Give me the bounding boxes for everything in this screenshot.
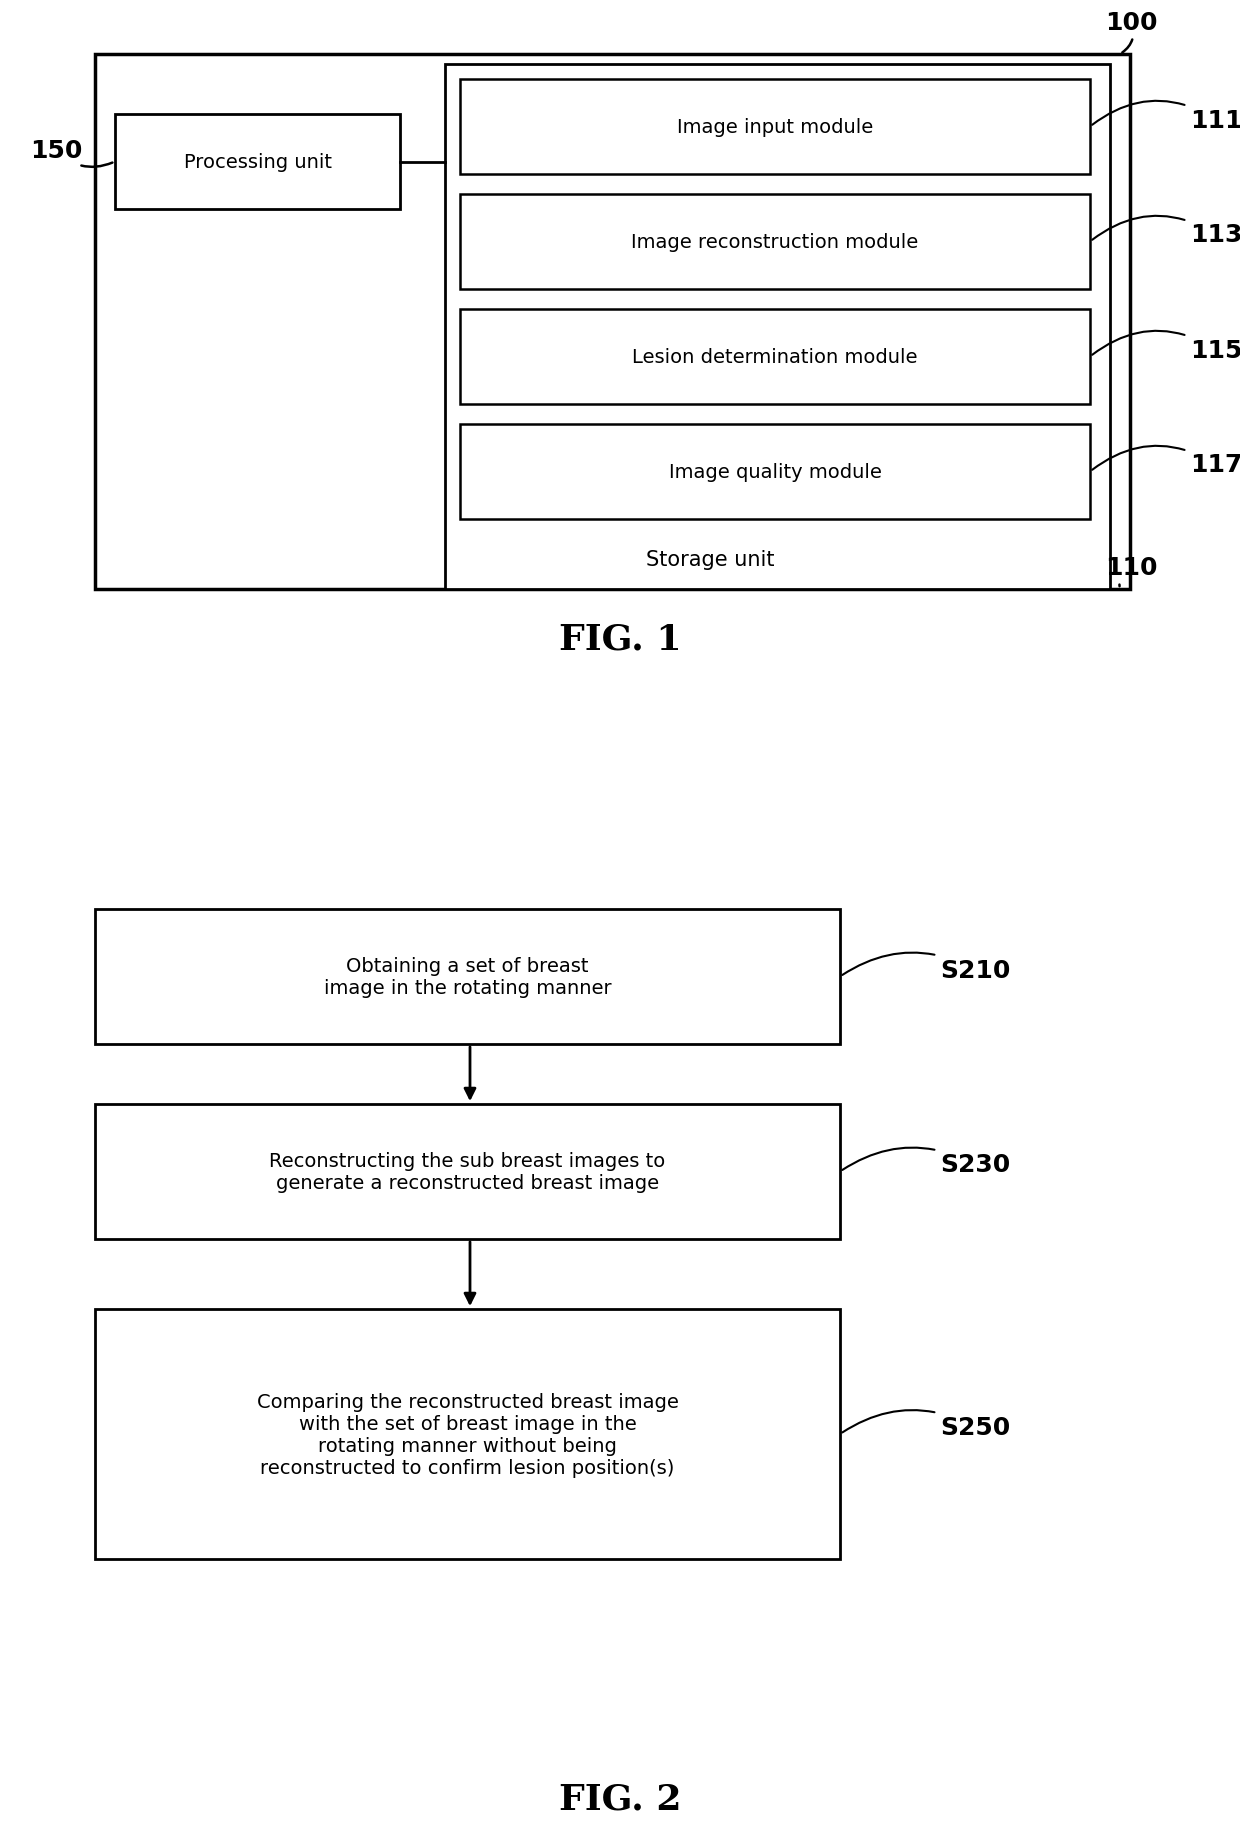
Text: Obtaining a set of breast
image in the rotating manner: Obtaining a set of breast image in the r… xyxy=(324,957,611,998)
Text: Lesion determination module: Lesion determination module xyxy=(632,347,918,366)
Text: FIG. 2: FIG. 2 xyxy=(559,1781,681,1817)
Bar xyxy=(95,1105,839,1240)
Text: FIG. 1: FIG. 1 xyxy=(559,623,681,656)
Text: 117: 117 xyxy=(1092,447,1240,477)
Text: Image reconstruction module: Image reconstruction module xyxy=(631,233,919,251)
Text: Processing unit: Processing unit xyxy=(184,153,331,172)
Text: 110: 110 xyxy=(1105,556,1157,588)
Text: S250: S250 xyxy=(842,1410,1011,1440)
Text: S230: S230 xyxy=(842,1148,1011,1177)
Bar xyxy=(460,310,1090,405)
Bar xyxy=(115,115,401,211)
Text: 111: 111 xyxy=(1092,102,1240,133)
Text: 115: 115 xyxy=(1092,331,1240,362)
Bar xyxy=(95,909,839,1044)
Text: 150: 150 xyxy=(30,139,113,168)
Bar xyxy=(95,55,1130,590)
Text: Storage unit: Storage unit xyxy=(646,549,774,569)
Text: 113: 113 xyxy=(1092,216,1240,248)
Text: Reconstructing the sub breast images to
generate a reconstructed breast image: Reconstructing the sub breast images to … xyxy=(269,1151,666,1192)
Text: Comparing the reconstructed breast image
with the set of breast image in the
rot: Comparing the reconstructed breast image… xyxy=(257,1392,678,1477)
Bar xyxy=(460,79,1090,176)
Text: Image input module: Image input module xyxy=(677,118,873,137)
Text: Image quality module: Image quality module xyxy=(668,462,882,482)
Bar xyxy=(95,1308,839,1560)
Bar xyxy=(445,65,1110,590)
Bar xyxy=(460,194,1090,290)
Text: 100: 100 xyxy=(1105,11,1157,54)
Text: S210: S210 xyxy=(842,954,1011,981)
Bar xyxy=(460,425,1090,519)
